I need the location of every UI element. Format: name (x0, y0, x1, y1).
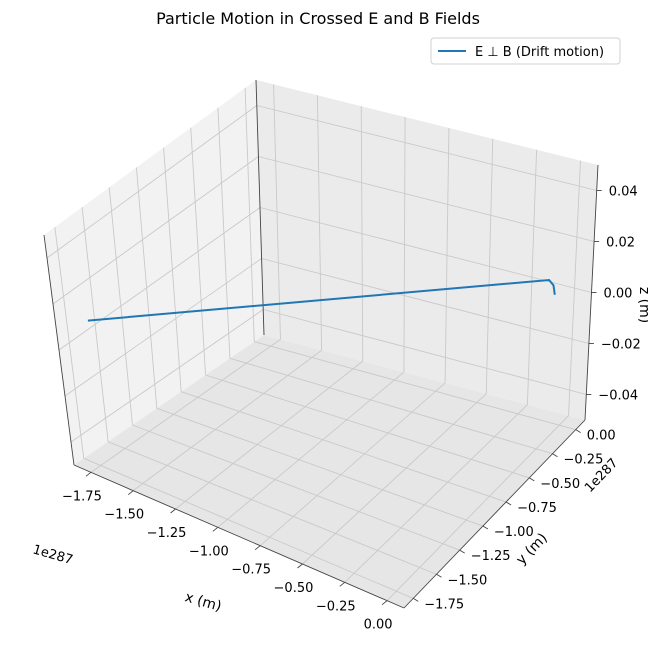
y-tick-label: −0.50 (540, 477, 580, 492)
x-tick-mark (254, 545, 261, 551)
pane-edge-left (43, 234, 75, 466)
z-tick-label: 0.00 (604, 287, 633, 302)
y-tick-label: −0.75 (517, 501, 557, 516)
x-tick-label: −0.25 (316, 599, 356, 614)
grid-x-floor (302, 393, 487, 565)
axes (43, 79, 602, 609)
grid-z-left (52, 156, 259, 305)
grid-lines (46, 84, 597, 601)
x-tick-label: −1.75 (62, 489, 102, 504)
y-tick-label: −0.25 (564, 453, 604, 468)
grid-y-floor (229, 357, 553, 455)
z-axis-label: z (m) (636, 287, 648, 323)
y-tick-mark (575, 429, 581, 434)
grid-x-floor (132, 349, 322, 492)
grid-x-floor (386, 415, 569, 601)
grid-z-left (70, 309, 264, 443)
z-tick-label: −0.04 (598, 389, 638, 404)
x-tick-mark (381, 600, 388, 606)
z-tick-label: −0.02 (601, 338, 641, 353)
y-tick-label: −1.75 (424, 597, 464, 612)
x-tick-mark (127, 490, 134, 496)
x-tick-label: −1.25 (147, 526, 187, 541)
grid-y-floor (156, 407, 484, 527)
grid-y-floor (132, 424, 460, 551)
pane-floor (74, 335, 585, 608)
x-tick-mark (212, 526, 219, 532)
x-tick-label: 0.00 (364, 618, 393, 633)
y-tick-label: −1.25 (471, 549, 511, 564)
y-tick-label: −1.00 (494, 525, 534, 540)
grid-x-floor (175, 360, 364, 510)
grid-z-back (261, 258, 590, 344)
chart-title: Particle Motion in Crossed E and B Field… (156, 9, 480, 28)
y-tick-mark (529, 477, 535, 482)
pane-back-yz (44, 80, 264, 465)
tick-labels: −1.75−1.50−1.25−1.00−0.75−0.50−0.250.000… (62, 185, 641, 633)
grid-x-floor (344, 404, 528, 583)
z-tick-label: 0.02 (606, 236, 635, 251)
x-offset-label: 1e287 (31, 542, 75, 568)
y-tick-mark (482, 525, 489, 530)
grid-y-floor (83, 457, 414, 599)
axis-y-line (403, 419, 586, 609)
x-tick-label: −0.50 (274, 581, 314, 596)
x-tick-mark (85, 471, 92, 477)
y-tick-mark (459, 549, 465, 554)
grid-z-left (64, 258, 262, 397)
grid-z-left (58, 207, 261, 351)
grid-x-floor (90, 338, 281, 473)
legend-entry: E ⊥ B (Drift motion) (475, 45, 604, 60)
x-tick-mark (297, 563, 303, 569)
grid-y-floor (254, 341, 576, 431)
grid-z-back (259, 207, 592, 293)
x-axis-label: x (m) (183, 589, 223, 615)
legend: E ⊥ B (Drift motion) (430, 37, 621, 65)
x-tick-label: −1.00 (189, 544, 229, 559)
grid-z-back (256, 105, 597, 191)
axis-x-line (73, 464, 405, 609)
grid-x-floor (259, 382, 446, 547)
grid-y-floor (181, 391, 507, 503)
grid-x-floor (217, 371, 405, 528)
y-tick-mark (413, 597, 419, 602)
y-tick-mark (436, 573, 442, 578)
x-tick-mark (339, 581, 346, 587)
series-line-drift (87, 278, 556, 322)
y-tick-label: −1.50 (447, 573, 487, 588)
y-tick-label: 0.00 (587, 429, 616, 444)
y-tick-mark (505, 501, 512, 506)
pane-edge-corner (255, 79, 265, 336)
grid-z-back (258, 156, 595, 242)
y-tick-mark (552, 453, 558, 458)
x-tick-label: −1.50 (104, 508, 144, 523)
legend-box (430, 37, 621, 65)
grid-z-left (46, 105, 258, 259)
z-tick-label: 0.04 (609, 185, 638, 200)
grid-z-back (263, 309, 587, 395)
grid-y-floor (205, 374, 530, 479)
grid-y-floor (107, 441, 437, 575)
x-tick-mark (170, 508, 176, 514)
x-tick-label: −0.75 (231, 563, 271, 578)
